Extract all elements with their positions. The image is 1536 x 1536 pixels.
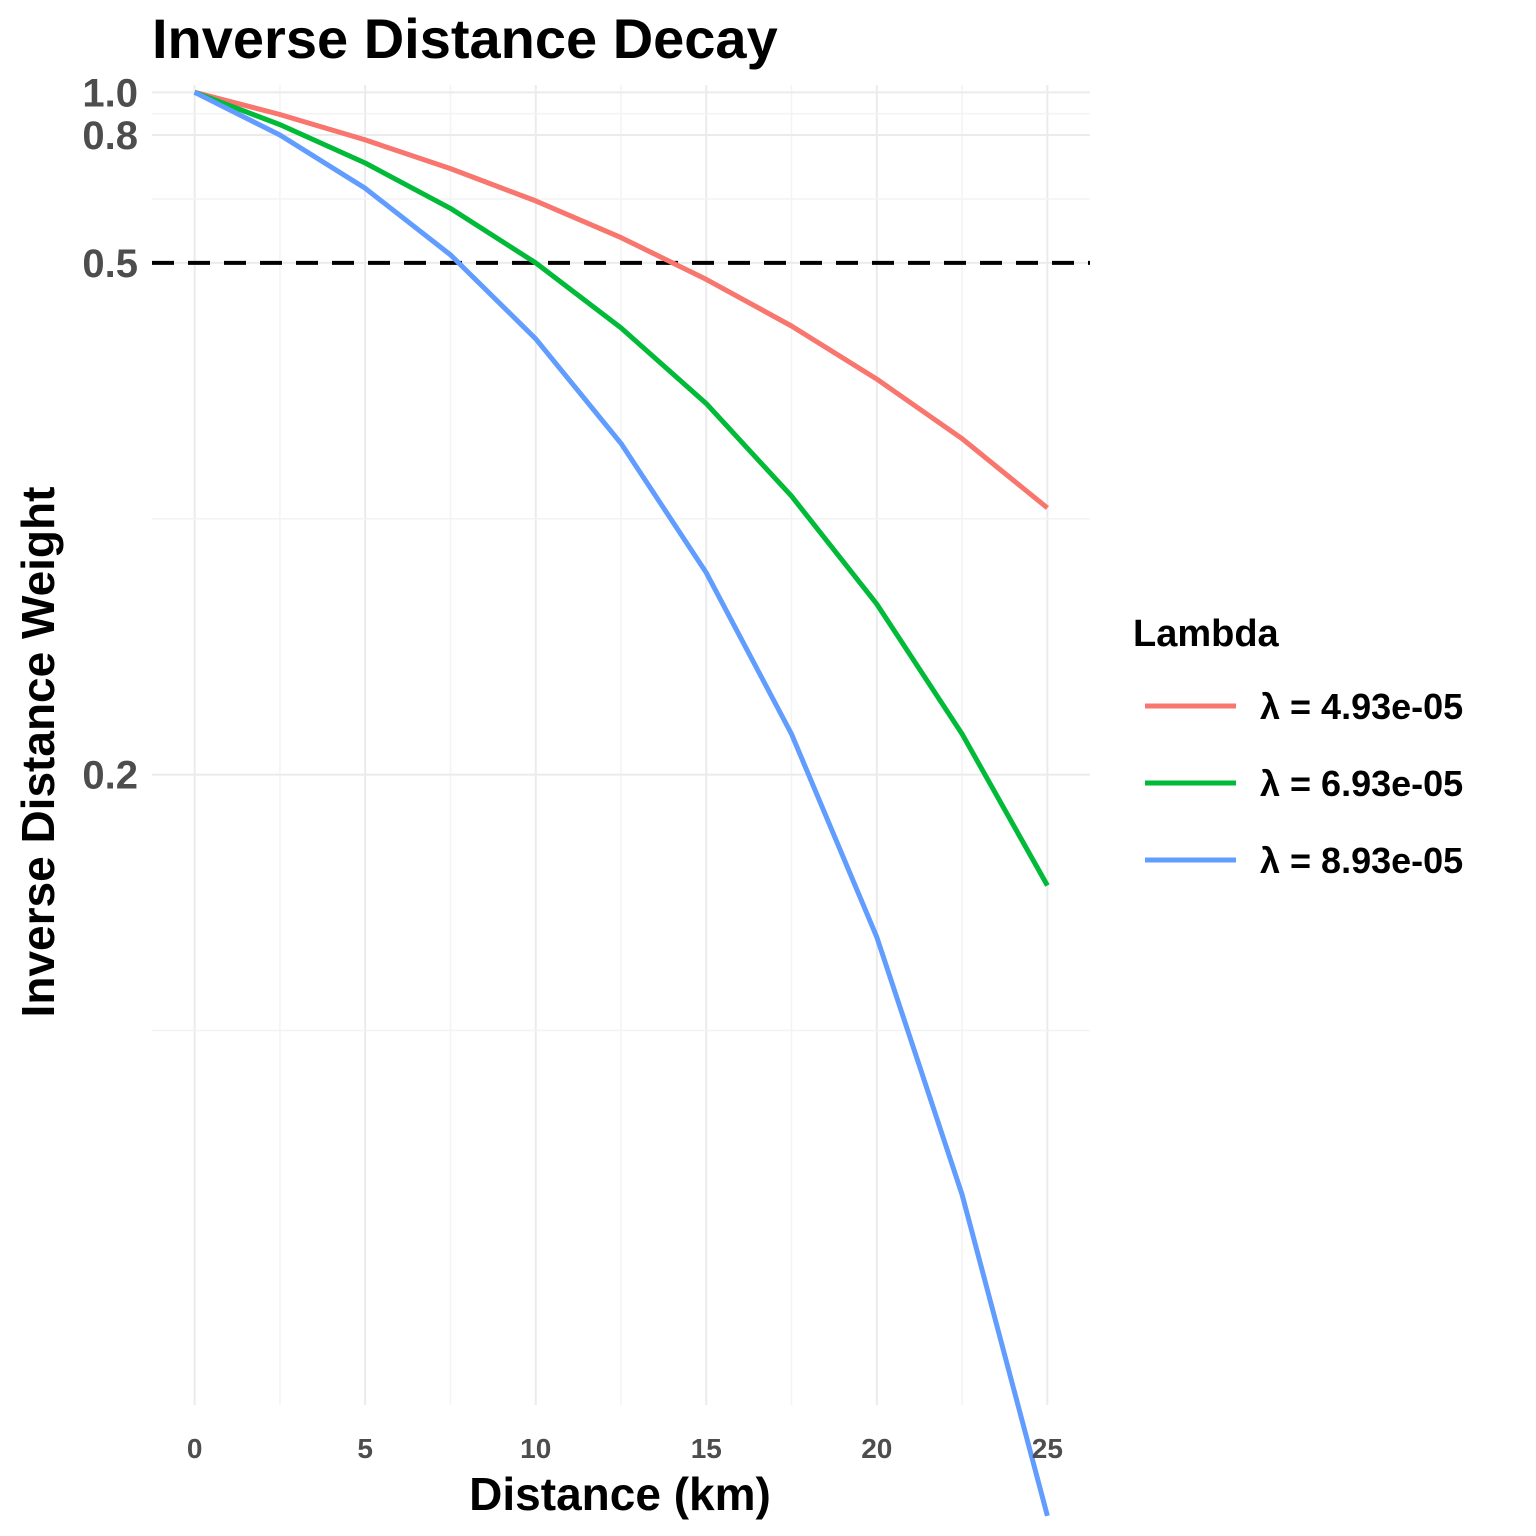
y-tick-label: 0.2 bbox=[82, 754, 138, 798]
x-tick-label: 15 bbox=[691, 1433, 722, 1464]
series-line-3 bbox=[193, 90, 1050, 1517]
y-tick-label: 1.0 bbox=[82, 71, 138, 115]
legend-title: Lambda bbox=[1133, 613, 1280, 655]
series-line-1 bbox=[193, 89, 1049, 510]
x-tick-labels: 0 5 10 15 20 25 bbox=[187, 1433, 1063, 1464]
legend-label-2: λ = 6.93e-05 bbox=[1260, 763, 1463, 804]
series-lines bbox=[193, 89, 1050, 1517]
x-tick-label: 25 bbox=[1032, 1433, 1063, 1464]
x-tick-label: 10 bbox=[520, 1433, 551, 1464]
x-tick-label: 20 bbox=[861, 1433, 892, 1464]
y-tick-label: 0.5 bbox=[82, 242, 138, 286]
chart-title: Inverse Distance Decay bbox=[152, 7, 778, 70]
y-tick-labels: 0.2 0.5 0.81.0 bbox=[82, 71, 138, 797]
series-line-2 bbox=[193, 89, 1050, 887]
x-tick-label: 5 bbox=[357, 1433, 373, 1464]
x-tick-label: 0 bbox=[187, 1433, 203, 1464]
y-tick-label: 0.8 bbox=[82, 114, 138, 158]
legend-label-3: λ = 8.93e-05 bbox=[1260, 840, 1463, 881]
x-axis-title: Distance (km) bbox=[469, 1468, 771, 1520]
grid bbox=[152, 85, 1090, 1405]
legend-label-1: λ = 4.93e-05 bbox=[1260, 686, 1463, 727]
legend: Lambda λ = 4.93e-05 λ = 6.93e-05 λ = 8.93e… bbox=[1133, 613, 1463, 881]
y-axis-title: Inverse Distance Weight bbox=[12, 487, 64, 1018]
